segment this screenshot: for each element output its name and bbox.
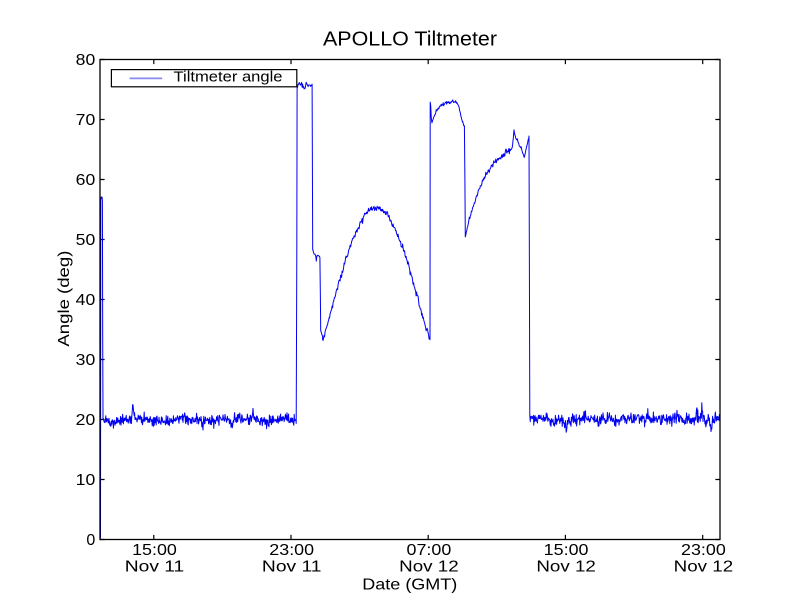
svg-text:Nov 11: Nov 11 — [125, 559, 185, 576]
svg-text:80: 80 — [76, 52, 96, 69]
svg-text:23:00: 23:00 — [681, 542, 726, 559]
svg-text:Angle (deg): Angle (deg) — [56, 251, 73, 347]
svg-text:23:00: 23:00 — [269, 542, 314, 559]
svg-text:20: 20 — [76, 412, 96, 429]
svg-text:70: 70 — [76, 112, 96, 129]
svg-text:Nov 11: Nov 11 — [262, 559, 322, 576]
svg-text:30: 30 — [76, 352, 96, 369]
svg-text:0: 0 — [86, 532, 95, 549]
svg-text:Nov 12: Nov 12 — [399, 559, 459, 576]
svg-text:15:00: 15:00 — [544, 542, 589, 559]
svg-text:Nov 12: Nov 12 — [674, 559, 734, 576]
svg-text:APOLLO Tiltmeter: APOLLO Tiltmeter — [323, 29, 497, 51]
svg-text:07:00: 07:00 — [407, 542, 452, 559]
svg-text:Date (GMT): Date (GMT) — [362, 577, 457, 594]
svg-text:60: 60 — [76, 172, 96, 189]
svg-text:Nov 12: Nov 12 — [536, 559, 596, 576]
svg-text:50: 50 — [76, 232, 96, 249]
svg-text:15:00: 15:00 — [132, 542, 177, 559]
svg-text:Tiltmeter angle: Tiltmeter angle — [174, 68, 283, 85]
svg-text:10: 10 — [76, 472, 96, 489]
svg-text:40: 40 — [76, 292, 96, 309]
